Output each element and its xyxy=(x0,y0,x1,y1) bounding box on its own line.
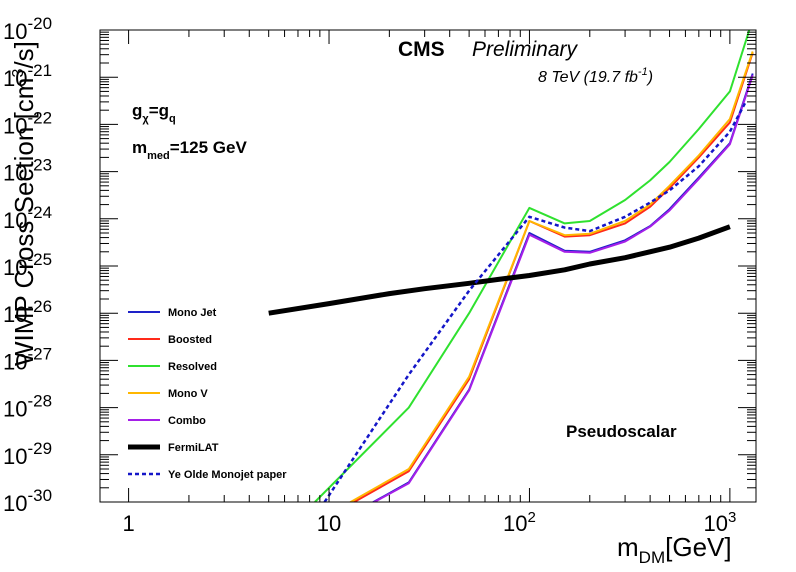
x-axis-title: mDM[GeV] xyxy=(617,532,732,567)
y-tick-label: 10-20 xyxy=(3,14,52,44)
y-tick-label: 10-26 xyxy=(3,297,52,327)
y-tick-label: 10-24 xyxy=(3,203,52,233)
legend-label: Combo xyxy=(168,415,206,427)
series-line-fermilat xyxy=(268,224,731,316)
coupling-label: gχ=gq xyxy=(132,101,176,125)
mass-m: m xyxy=(132,138,147,157)
y-axis-title-unit: /s] xyxy=(9,41,39,68)
series-line-boosted xyxy=(352,52,754,502)
x-axis-title-sub: DM xyxy=(639,548,665,567)
legend-label: FermiLAT xyxy=(168,442,219,454)
legend: Mono Jet Boosted Resolved Mono V Combo FermiL… xyxy=(128,307,287,481)
y-tick-label: 10-22 xyxy=(3,108,52,138)
y-axis-title-sup: 3 xyxy=(10,69,27,78)
coupling-eq: =g xyxy=(149,101,169,120)
header-energy-text: 8 TeV (19.7 fb xyxy=(538,69,638,86)
x-tick-label: 102 xyxy=(503,509,536,536)
y-axis-title: WIMP Cross Section [cm3/s] xyxy=(9,41,39,366)
header-experiment: CMS xyxy=(398,38,445,61)
y-tick-label: 10-23 xyxy=(3,156,52,186)
legend-label: Boosted xyxy=(168,334,212,346)
mass-sub: med xyxy=(147,150,170,162)
series-line-mono-v xyxy=(348,51,754,502)
legend-label: Mono V xyxy=(168,388,208,400)
mass-value: =125 GeV xyxy=(170,138,248,157)
x-tick-label: 103 xyxy=(703,509,736,536)
x-tick-label: 10 xyxy=(317,511,341,536)
coupling-sub-q: q xyxy=(169,113,176,125)
legend-label: Ye Olde Monojet paper xyxy=(168,469,287,481)
x-axis-title-unit: [GeV] xyxy=(665,532,731,562)
y-tick-label: 10-30 xyxy=(3,486,52,516)
coupling-g: g xyxy=(132,101,142,120)
y-tick-label: 10-29 xyxy=(3,439,52,469)
x-axis-title-m: m xyxy=(617,532,639,562)
legend-label: Mono Jet xyxy=(168,307,217,319)
tick-labels-layer: 1 10 102 103 10-30 10-29 10-28 10-27 10-26 10-25 1… xyxy=(3,14,736,536)
scenario-label: Pseudoscalar xyxy=(566,422,677,441)
y-tick-label: 10-27 xyxy=(3,344,52,374)
series-layer xyxy=(268,30,754,502)
mediator-mass-label: mmed=125 GeV xyxy=(132,138,247,162)
x-tick-label: 1 xyxy=(122,511,134,536)
header-energy: 8 TeV (19.7 fb-1) xyxy=(538,66,653,86)
series-line-resolved xyxy=(314,30,751,502)
y-axis-title-text: WIMP Cross Section [cm xyxy=(9,78,39,366)
series-line-ye-olde-monojet-paper xyxy=(323,101,747,502)
legend-label: Resolved xyxy=(168,361,217,373)
coupling-sub-chi: χ xyxy=(142,113,149,125)
header-status: Preliminary xyxy=(472,38,579,61)
y-tick-label: 10-28 xyxy=(3,392,52,422)
y-tick-label: 10-25 xyxy=(3,250,52,280)
header-energy-sup: -1 xyxy=(638,66,648,78)
ticks-layer xyxy=(100,29,756,503)
series-line-combo xyxy=(372,74,754,502)
y-tick-label: 10-21 xyxy=(3,61,52,91)
header-energy-close: ) xyxy=(646,69,653,86)
